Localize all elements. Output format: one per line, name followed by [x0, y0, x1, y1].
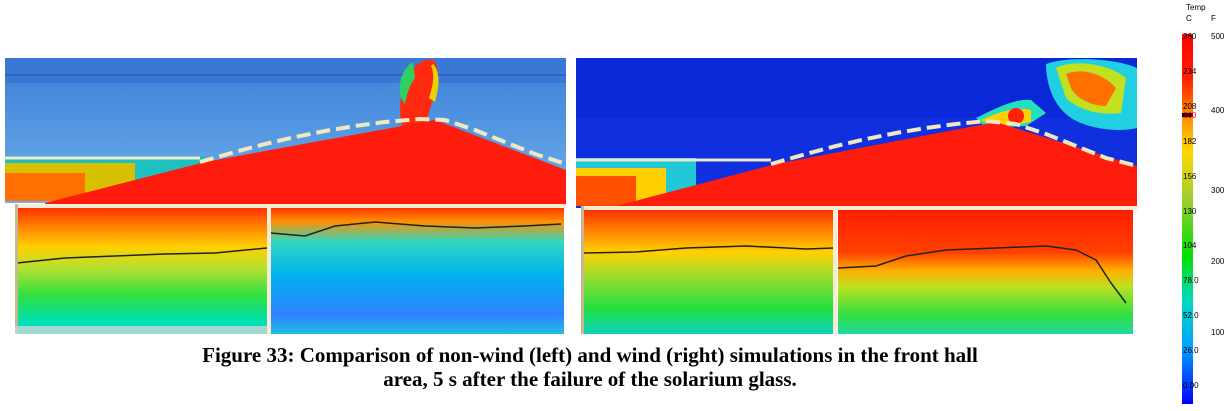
- hall-left-room: [584, 208, 834, 334]
- legend-c-tick: 208: [1183, 102, 1196, 111]
- legend-unit-c: C: [1186, 14, 1192, 23]
- legend-c-tick-highlight: 200: [1183, 111, 1196, 120]
- legend-c-tick: 234: [1183, 67, 1196, 76]
- legend-c-tick: 78.0: [1183, 276, 1199, 285]
- legend-c-tick: 182: [1183, 137, 1196, 146]
- legend-c-tick: 0.00: [1183, 381, 1199, 390]
- temperature-legend: Temp C F 260 234 208 2: [1176, 0, 1228, 411]
- legend-c-tick: 52.0: [1183, 311, 1199, 320]
- legend-f-tick: 300: [1211, 186, 1224, 195]
- figure-caption-line-2: area, 5 s after the failure of the solar…: [0, 367, 1180, 392]
- legend-c-tick: 260: [1183, 32, 1196, 41]
- legend-title: Temp: [1186, 3, 1206, 12]
- hall-right-room: [838, 208, 1133, 334]
- legend-f-tick: 500: [1211, 32, 1224, 41]
- legend-f-tick: 200: [1211, 257, 1224, 266]
- legend-f-tick: 100: [1211, 328, 1224, 337]
- legend-unit-f: F: [1211, 14, 1216, 23]
- legend-c-tick: 26.0: [1183, 346, 1199, 355]
- simulation-panel-non-wind: [5, 58, 566, 336]
- hall-left-room: [17, 206, 267, 334]
- figure-caption-line-1: Figure 33: Comparison of non-wind (left)…: [0, 343, 1180, 368]
- legend-c-tick: 130: [1183, 207, 1196, 216]
- legend-f-tick: 400: [1211, 106, 1224, 115]
- legend-c-tick: 104: [1183, 241, 1196, 250]
- legend-c-tick: 156: [1183, 172, 1196, 181]
- simulation-panel-wind: [576, 58, 1137, 336]
